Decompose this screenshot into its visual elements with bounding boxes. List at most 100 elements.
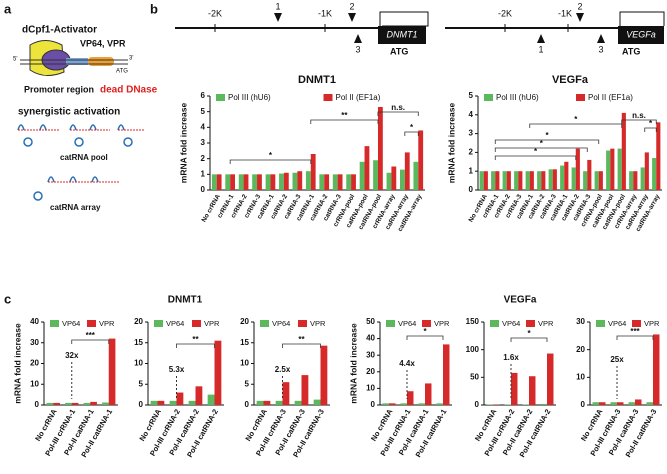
panel-letter: a [4,1,12,16]
bar [529,171,534,190]
bar [320,345,328,405]
y-axis-label: mRNA fold increase [446,103,456,184]
bar [511,372,518,405]
rna-icons [17,124,133,201]
bar [211,174,217,190]
y-tick-label: 4 [469,110,474,119]
bar [653,334,660,405]
bar [571,167,576,190]
bar [252,174,258,190]
y-tick-label: 0 [581,400,586,409]
legend-swatch [216,94,225,101]
bar [188,400,196,405]
bar [592,402,599,405]
map-label: 1 [538,44,543,54]
y-tick-label: 50 [366,317,375,326]
bar [65,402,72,405]
bar [176,392,184,405]
annotation: * [410,123,414,132]
label: VP64, VPR [80,38,126,48]
label: catRNA array [50,203,101,212]
y-axis-label: mRNA fold increase [178,103,188,184]
annotation: * [540,139,544,148]
bar [216,174,222,190]
map-label: -1K [318,8,332,18]
bar [301,375,309,405]
y-tick-label: 20 [30,359,39,368]
annotation: * [574,115,578,124]
bar [346,174,352,190]
legend-label: VP64 [166,319,184,328]
bar [319,174,325,190]
map-label: 2 [349,1,354,11]
bracket [494,147,588,152]
legend-label: VP64 [502,319,520,328]
bracket [529,123,623,128]
label: 3' [129,56,133,62]
bar [548,169,553,190]
legend-swatch [260,320,269,327]
bar [195,386,203,405]
bar [522,404,529,405]
legend-swatch [484,94,493,101]
bracket [377,111,419,116]
bracket [404,131,419,136]
y-tick-label: 0 [371,400,376,409]
annotation: * [545,131,549,140]
bracket [282,343,321,348]
bar [633,171,638,190]
label: dCpf1-Activator [22,25,97,36]
legend-swatch [87,320,96,327]
y-tick-label: 10 [366,384,375,393]
y-tick-label: 30 [30,338,39,347]
chart-title: VEGFa [504,295,537,306]
y-tick-label: 0 [469,185,474,194]
legend-swatch [154,320,163,327]
bar [102,402,109,405]
annotation: 25x [610,355,624,364]
activator-diagram: dCpf1-Activator VP64, VPR 5' 3' ATG Prom… [13,25,158,212]
bar [263,400,271,405]
map-label: 1 [275,1,280,11]
bar [270,174,276,190]
bar [529,376,536,405]
y-tick-label: 50 [470,372,479,381]
bar [53,402,60,405]
bar [652,158,657,190]
bar [214,340,222,405]
bar [540,403,547,405]
map-label: -1K [558,8,572,18]
bar [305,171,311,190]
bar [382,403,389,405]
atg: ATG [622,46,640,56]
y-tick-label: 20 [576,345,585,354]
y-tick-label: 40 [366,334,375,343]
y-tick-label: 1 [201,169,206,178]
bar [502,171,507,190]
bar [391,166,397,190]
legend-label: VPR [99,319,115,328]
y-tick-label: 4 [201,122,206,131]
bar [621,112,626,190]
legend-label: VP64 [62,319,80,328]
bar [483,171,488,190]
y-tick-label: 5 [469,91,474,100]
bar [257,174,262,190]
site-arrow [274,13,282,22]
annotation: 5.3x [169,365,185,374]
panel-letter: b [150,1,158,16]
y-tick-label: 150 [466,317,480,326]
bracket [510,337,548,342]
legend-label: Pol III (hU6) [228,93,271,102]
bar [418,403,425,405]
map-label: -2K [208,8,222,18]
bar [583,171,588,190]
legend-swatch [386,320,395,327]
bracket [494,139,600,144]
rna-lines [18,129,145,183]
legend-label: Pol II (EF1a) [336,93,381,102]
panel-letter: c [4,291,11,306]
bar [256,400,264,405]
bracket [616,335,654,340]
bar [552,169,557,190]
